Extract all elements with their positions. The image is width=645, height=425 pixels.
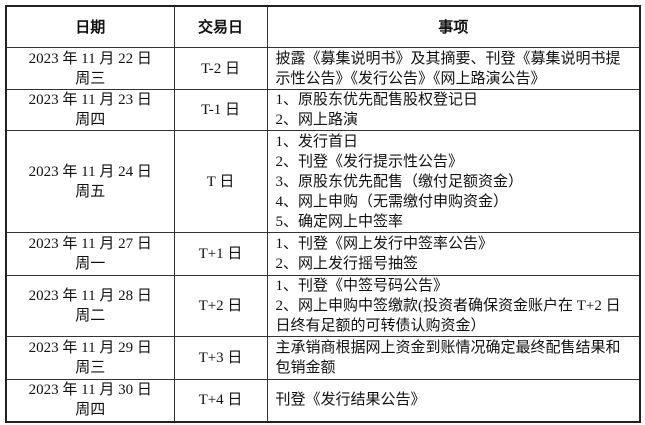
items-cell: 主承销商根据网上资金到账情况确定最终配售结果和 包销金额 xyxy=(266,336,641,380)
item-line: 刊登《发行结果公告》 xyxy=(275,392,426,409)
items-cell: 1、发行首日 2、刊登《发行提示性公告》 3、原股东优先配售（缴付足额资金） 4、网上… xyxy=(266,130,641,233)
issuance-schedule-table: 日期 交易日 事项 2023 年 11 月 22 日周三 T-2 日披露《募集说明… xyxy=(5,5,641,423)
date-text: 2023 年 11 月 28 日 xyxy=(28,288,152,304)
weekday-text: 周一 xyxy=(75,256,106,272)
items-cell: 1、刊登《中签号码公告》 2、网上申购中签缴款(投资者确保资金账户在 T+2 日日… xyxy=(266,275,641,337)
trading-day-cell: T 日 xyxy=(173,130,268,233)
item-line: 1、刊登《网上发行中签率公告》 xyxy=(275,236,494,252)
date-cell: 2023 年 11 月 22 日周三 xyxy=(5,47,175,90)
weekday-text: 周四 xyxy=(75,402,106,419)
items-cell: 披露《募集说明书》及其摘要、刊登《募集说明书提 示性公告》《发行公告》《网上路演公… xyxy=(266,47,641,90)
item-line: 2、网上发行摇号抽签 xyxy=(275,256,419,272)
item-line: 3、原股东优先配售（缴付足额资金） xyxy=(275,173,524,190)
item-line: 披露《募集说明书》及其摘要、刊登《募集说明书提 xyxy=(275,50,621,67)
weekday-text: 周五 xyxy=(75,183,106,200)
item-line: 5、确定网上中签率 xyxy=(275,213,404,230)
item-line: 4、网上申购（无需缴付申购资金） xyxy=(275,193,509,210)
item-line: 2、刊登《发行提示性公告》 xyxy=(275,153,464,170)
trading-day-cell: T+3 日 xyxy=(173,336,268,380)
date-text: 2023 年 11 月 27 日 xyxy=(28,236,152,252)
table-row: 2023 年 11 月 27 日周一 T+1 日 1、刊登《网上发行中签率公告》 2、… xyxy=(5,232,641,276)
trading-day-cell: T-2 日 xyxy=(173,47,268,90)
header-items: 事项 xyxy=(266,5,641,48)
item-line: 主承销商根据网上资金到账情况确定最终配售结果和 xyxy=(275,340,621,356)
table-row: 2023 年 11 月 28 日周二 T+2 日 1、刊登《中签号码公告》 2、网上申… xyxy=(5,275,641,337)
date-text: 2023 年 11 月 29 日 xyxy=(28,340,152,356)
date-cell: 2023 年 11 月 30 日周四 xyxy=(5,379,175,422)
table-row: 2023 年 11 月 23 日周四 T-1 日 1、原股东优先配售股权登记日 2、网… xyxy=(5,89,641,131)
date-cell: 2023 年 11 月 29 日周三 xyxy=(5,336,175,380)
header-date: 日期 xyxy=(5,5,175,48)
trading-day-cell: T+4 日 xyxy=(173,379,268,422)
trading-day-cell: T+1 日 xyxy=(173,232,268,276)
item-line: 1、发行首日 xyxy=(275,133,359,150)
item-line: 包销金额 xyxy=(275,360,336,376)
item-line: 2、网上路演 xyxy=(275,112,359,128)
date-cell: 2023 年 11 月 27 日周一 xyxy=(5,232,175,276)
weekday-text: 周四 xyxy=(75,112,106,128)
item-line: 1、刊登《中签号码公告》 xyxy=(275,278,449,294)
date-text: 2023 年 11 月 24 日 xyxy=(28,163,152,180)
date-text: 2023 年 11 月 23 日 xyxy=(28,92,152,108)
table-header-row: 日期 交易日 事项 xyxy=(5,5,641,48)
item-line: 2、网上申购中签缴款(投资者确保资金账户在 T+2 日 xyxy=(275,298,621,314)
item-line: 示性公告》《发行公告》《网上路演公告》 xyxy=(275,70,546,87)
item-line: 日终有足额的可转债认购资金） xyxy=(275,318,486,334)
date-cell: 2023 年 11 月 23 日周四 xyxy=(5,89,175,131)
table-row: 2023 年 11 月 30 日周四 T+4 日刊登《发行结果公告》 xyxy=(5,379,641,422)
items-cell: 1、原股东优先配售股权登记日 2、网上路演 xyxy=(266,89,641,131)
weekday-text: 周三 xyxy=(75,360,106,376)
header-trading-day: 交易日 xyxy=(173,5,268,48)
items-cell: 刊登《发行结果公告》 xyxy=(266,379,641,422)
date-text: 2023 年 11 月 30 日 xyxy=(28,382,152,399)
date-text: 2023 年 11 月 22 日 xyxy=(28,50,152,67)
trading-day-cell: T-1 日 xyxy=(173,89,268,131)
item-line: 1、原股东优先配售股权登记日 xyxy=(275,92,479,108)
weekday-text: 周二 xyxy=(75,308,106,324)
weekday-text: 周三 xyxy=(75,70,106,87)
date-cell: 2023 年 11 月 28 日周二 xyxy=(5,275,175,337)
table-row: 2023 年 11 月 22 日周三 T-2 日披露《募集说明书》及其摘要、刊登《… xyxy=(5,47,641,90)
trading-day-cell: T+2 日 xyxy=(173,275,268,337)
date-cell: 2023 年 11 月 24 日周五 xyxy=(5,130,175,233)
items-cell: 1、刊登《网上发行中签率公告》 2、网上发行摇号抽签 xyxy=(266,232,641,276)
table-row: 2023 年 11 月 24 日周五 T 日 1、发行首日 2、刊登《发行提示性公告》… xyxy=(5,130,641,233)
table-row: 2023 年 11 月 29 日周三 T+3 日主承销商根据网上资金到账情况确定最… xyxy=(5,336,641,380)
